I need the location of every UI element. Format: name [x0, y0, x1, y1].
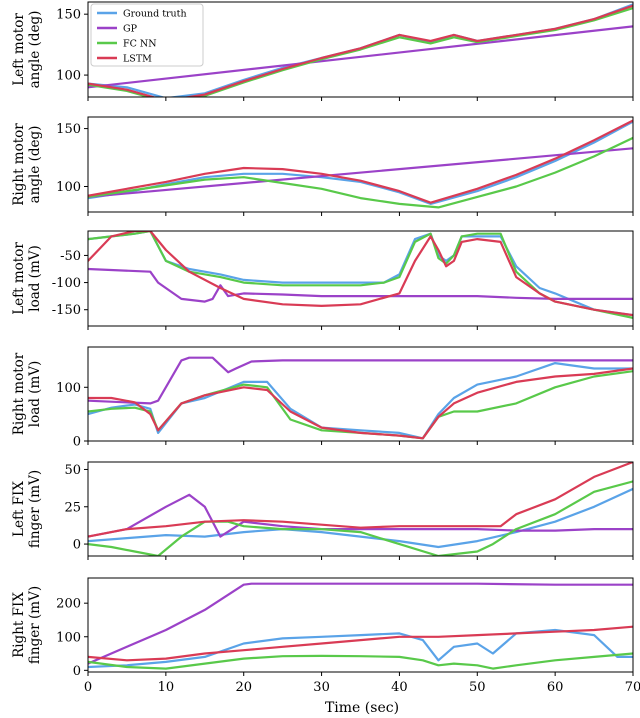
series-group-1: [88, 3, 633, 97]
y-axis-label-5: Left FIXfinger (mV): [11, 470, 43, 548]
y-tick-label: 0: [73, 538, 81, 553]
y-axis-label-line: Left motor: [11, 242, 27, 315]
y-axis-label-line: Right FIX: [11, 592, 27, 658]
y-axis-label-line: load (mV): [27, 245, 43, 312]
y-axis-label-line: Left motor: [11, 13, 27, 86]
series-line-gp: [88, 267, 633, 303]
series-group-5: [88, 462, 633, 556]
series-line-ground-truth: [88, 362, 633, 440]
series-group-6: [88, 582, 633, 670]
series-group-3: [88, 231, 633, 319]
y-tick-label: 150: [56, 8, 81, 23]
series-line-gp: [88, 582, 633, 665]
x-tick-label: 30: [313, 680, 330, 695]
y-tick-label: 200: [56, 597, 81, 612]
y-axis-label-line: Right motor: [11, 352, 27, 435]
series-line-lstm: [88, 625, 633, 662]
panel-frame-4: [87, 346, 634, 442]
y-tick-label: 150: [56, 122, 81, 137]
series-group-4: [88, 356, 633, 440]
x-tick-label: 50: [469, 680, 486, 695]
series-line-gp: [88, 25, 633, 89]
legend-label: FC NN: [123, 39, 157, 50]
panel-frame-2: [87, 116, 634, 213]
x-axis-label: Time (sec): [325, 700, 399, 716]
legend-box: [90, 3, 204, 67]
series-group-2: [88, 119, 633, 209]
y-tick-label: 25: [64, 500, 81, 515]
x-tick-label: 10: [158, 680, 175, 695]
series-line-fc-nn: [88, 231, 633, 319]
series-line-gp: [88, 147, 633, 198]
legend-label: LSTM: [123, 54, 152, 65]
series-line-fc-nn: [88, 652, 633, 670]
series-line-ground-truth: [88, 120, 633, 205]
y-tick-label: 50: [64, 463, 81, 478]
panel-frame-6: [87, 577, 634, 673]
legend-label: GP: [123, 24, 138, 35]
series-line-fc-nn: [88, 7, 633, 97]
series-line-ground-truth: [88, 231, 633, 317]
y-axis-label-line: finger (mV): [27, 586, 43, 664]
y-axis-label-6: Right FIXfinger (mV): [11, 586, 43, 664]
series-line-fc-nn: [88, 480, 633, 556]
x-tick-label: 60: [547, 680, 564, 695]
series-line-ground-truth: [88, 628, 633, 669]
y-axis-label-line: Left FIX: [11, 481, 27, 537]
series-line-lstm: [88, 119, 633, 204]
panel-frame-3: [87, 230, 634, 327]
y-tick-label: 100: [56, 381, 81, 396]
y-axis-label-line: load (mV): [27, 361, 43, 428]
y-axis-label-2: Right motorangle (deg): [11, 123, 43, 206]
y-tick-label: -50: [60, 249, 81, 264]
y-axis-label-line: Right motor: [11, 123, 27, 206]
legend-label: Ground truth: [123, 9, 187, 20]
series-line-ground-truth: [88, 487, 633, 549]
x-tick-label: 20: [235, 680, 252, 695]
panel-frame-1: [87, 1, 634, 98]
y-axis-label-3: Left motorload (mV): [11, 242, 43, 315]
series-line-lstm: [88, 231, 633, 317]
x-tick-label: 0: [84, 680, 92, 695]
y-tick-label: 100: [56, 69, 81, 84]
y-tick-label: -100: [52, 276, 81, 291]
panel-frame-5: [87, 461, 634, 557]
y-tick-label: 100: [56, 180, 81, 195]
series-line-fc-nn: [88, 136, 633, 209]
series-line-lstm: [88, 4, 633, 97]
series-line-lstm: [88, 367, 633, 440]
series-line-gp: [88, 356, 633, 405]
y-axis-label-1: Left motorangle (deg): [11, 11, 43, 89]
legend: Ground truth GP FC NN LSTM: [90, 3, 204, 67]
y-tick-label: 0: [73, 435, 81, 450]
y-tick-label: 0: [73, 664, 81, 679]
series-line-lstm: [88, 462, 633, 538]
y-tick-label: 100: [56, 630, 81, 645]
y-axis-label-line: angle (deg): [27, 126, 43, 204]
y-axis-label-line: angle (deg): [27, 11, 43, 89]
y-axis-label-line: finger (mV): [27, 470, 43, 548]
x-tick-label: 40: [391, 680, 408, 695]
y-axis-label-4: Right motorload (mV): [11, 352, 43, 435]
x-tick-label: 70: [625, 680, 640, 695]
y-tick-label: -150: [52, 303, 81, 318]
